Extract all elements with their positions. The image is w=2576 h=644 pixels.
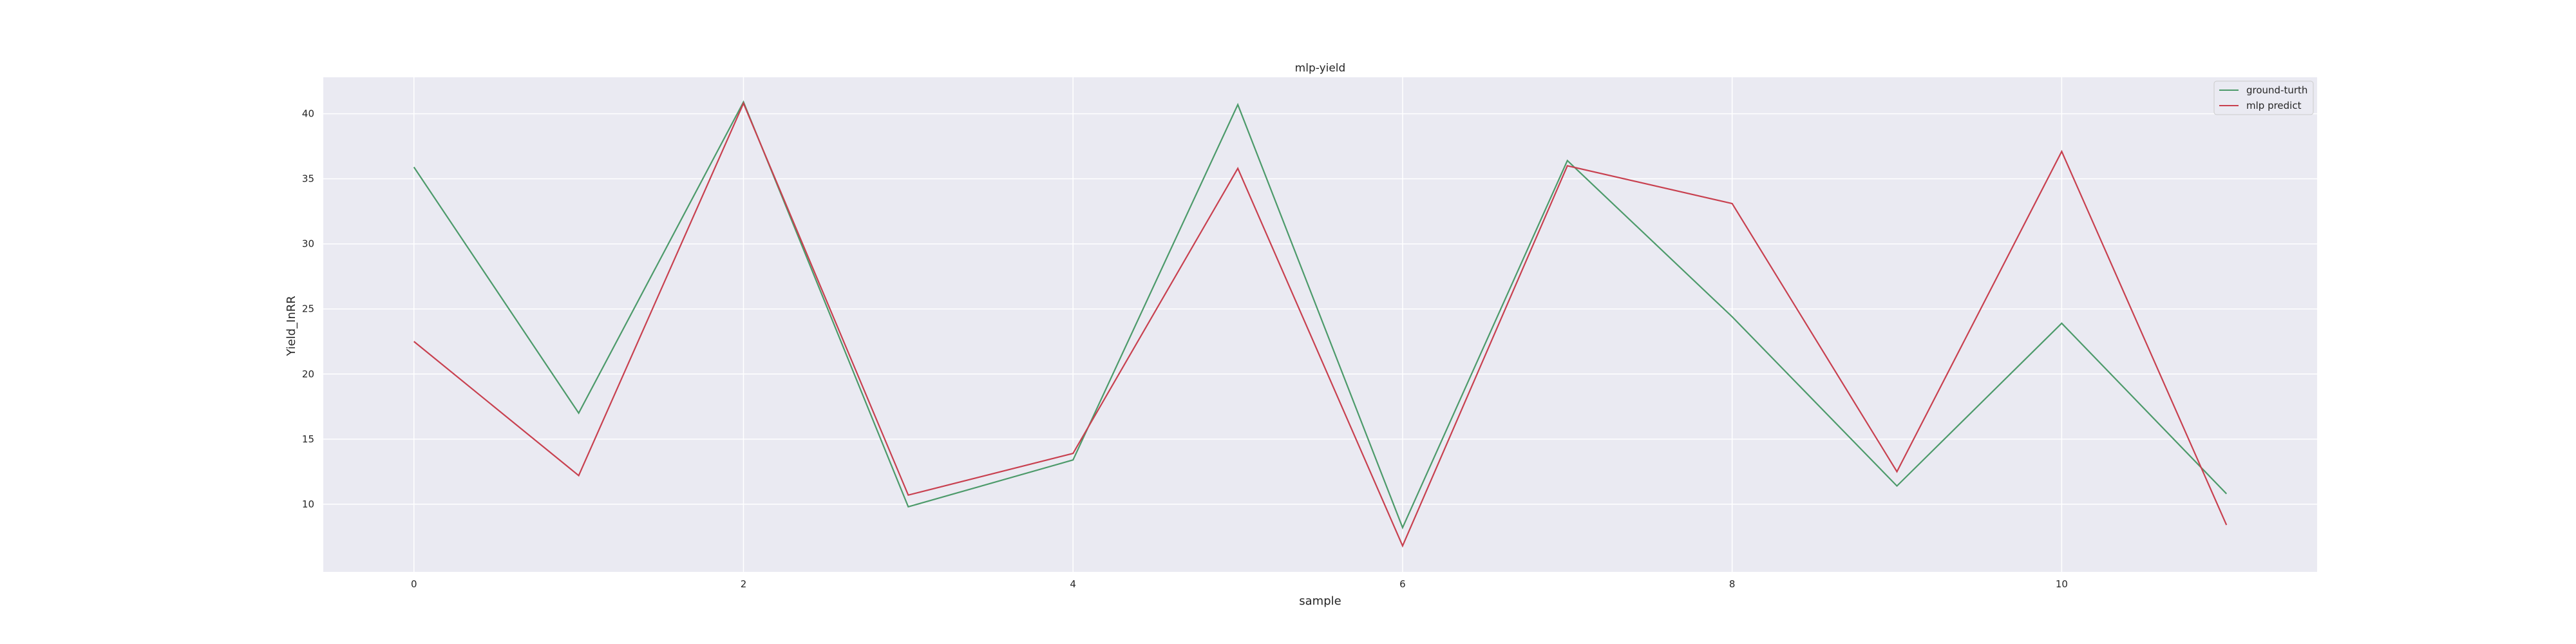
y-tick-label: 15 [302,433,314,445]
legend: ground-turth mlp predict [2214,81,2313,115]
x-tick-label: 4 [1070,578,1076,590]
legend-label-mlp-predict: mlp predict [2246,100,2302,111]
y-tick-label: 30 [302,238,314,250]
x-tick-label: 10 [2056,578,2068,590]
y-tick-label: 10 [302,498,314,510]
y-tick-label: 20 [302,368,314,380]
y-tick-label: 25 [302,303,314,315]
x-axis-label: sample [1299,594,1341,608]
y-tick-label: 40 [302,108,314,120]
y-tick-label: 35 [302,173,314,185]
x-tick-label: 6 [1399,578,1406,590]
x-tick-label: 8 [1729,578,1736,590]
x-tick-label: 0 [411,578,417,590]
x-tick-label: 2 [741,578,747,590]
y-axis-label: Yield_InRR [285,296,298,357]
legend-label-ground-turth: ground-turth [2246,84,2307,96]
chart-title: mlp-yield [1295,62,1346,75]
plot-area [323,77,2317,572]
